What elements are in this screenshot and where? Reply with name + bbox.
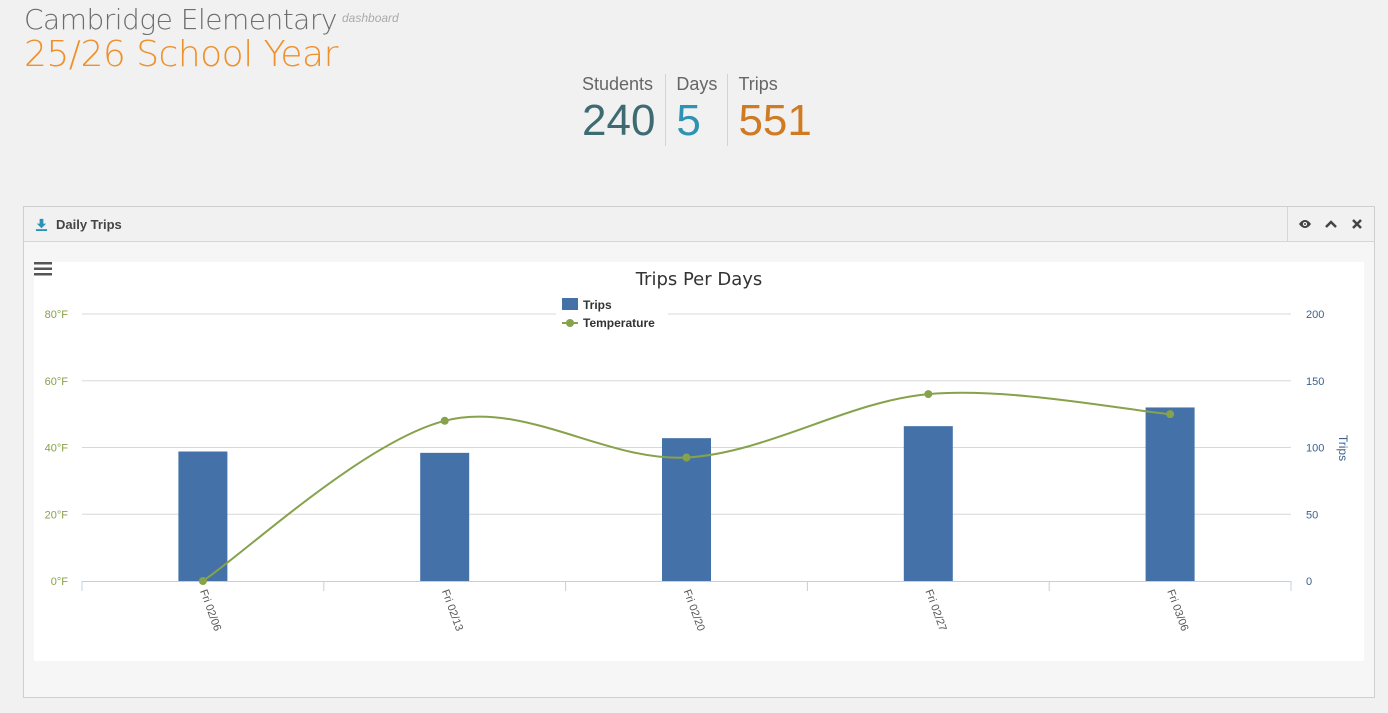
legend-temperature-label: Temperature <box>583 316 655 330</box>
x-axis-label: Fri 02/27 <box>922 588 948 633</box>
stat-days-value: 5 <box>676 96 701 145</box>
right-axis-tick: 0 <box>1306 576 1312 588</box>
left-axis-tick: 20°F <box>45 509 69 521</box>
x-axis-label: Fri 02/13 <box>439 588 465 633</box>
right-axis-tick: 50 <box>1306 509 1318 521</box>
legend-trips-swatch <box>562 298 578 310</box>
bar <box>662 438 711 581</box>
x-axis-label: Fri 02/20 <box>681 588 707 633</box>
legend-temperature-marker <box>566 319 574 327</box>
right-axis-tick: 150 <box>1306 376 1324 388</box>
close-icon[interactable] <box>1350 217 1364 231</box>
left-axis-tick: 40°F <box>45 443 69 455</box>
widget-title: Daily Trips <box>56 216 122 232</box>
eye-icon[interactable] <box>1298 217 1312 231</box>
bar <box>1145 407 1195 581</box>
chart-svg: Trips Per Days 0°F 20°F 40°F 60°F 80°F 0 50 100 1… <box>45 269 1350 633</box>
x-axis-label: Fri 02/06 <box>197 588 223 633</box>
stat-students-label: Students <box>582 74 654 94</box>
temperature-point <box>440 416 449 425</box>
stat-days: Days 5 <box>665 74 727 146</box>
stat-days-label: Days <box>676 74 718 94</box>
stat-trips-value: 551 <box>738 96 812 145</box>
right-axis-label: Trips <box>1336 435 1350 461</box>
chevron-up-icon[interactable] <box>1324 217 1338 231</box>
daily-trips-widget: Daily Trips Trips Per Days 0°F 20°F 40°F 60°… <box>23 206 1375 698</box>
temperature-point <box>198 577 207 585</box>
temperature-point <box>924 390 933 399</box>
stat-students: Students 240 <box>576 74 665 146</box>
school-year: 25/26 School Year <box>24 34 338 75</box>
temperature-point <box>1166 410 1175 419</box>
chart-title: Trips Per Days <box>635 269 763 290</box>
right-axis-tick: 100 <box>1306 443 1324 455</box>
school-name: Cambridge Elementary <box>24 3 337 36</box>
stat-students-value: 240 <box>582 96 656 145</box>
bar <box>903 426 953 581</box>
right-axis-tick: 200 <box>1306 309 1324 321</box>
left-axis-tick: 80°F <box>45 309 69 321</box>
bar <box>178 451 228 581</box>
trips-chart: Trips Per Days 0°F 20°F 40°F 60°F 80°F 0 50 100 1… <box>34 262 1364 661</box>
temperature-point <box>682 453 691 462</box>
left-axis-tick: 60°F <box>45 376 69 388</box>
download-icon[interactable] <box>35 218 48 231</box>
widget-title-group: Daily Trips <box>24 217 122 232</box>
menu-icon[interactable] <box>34 262 52 276</box>
stats-bar: Students 240 Days 5 Trips 551 <box>576 74 822 146</box>
left-axis-tick: 0°F <box>51 576 69 588</box>
bar <box>420 452 470 581</box>
dashboard-subtitle: dashboard <box>342 11 399 25</box>
legend-trips-label: Trips <box>583 298 612 312</box>
stat-trips: Trips 551 <box>727 74 821 146</box>
stat-trips-label: Trips <box>738 74 778 94</box>
widget-header: Daily Trips <box>24 207 1374 242</box>
widget-toolbar <box>1287 207 1374 241</box>
x-axis-label: Fri 03/06 <box>1164 588 1190 633</box>
